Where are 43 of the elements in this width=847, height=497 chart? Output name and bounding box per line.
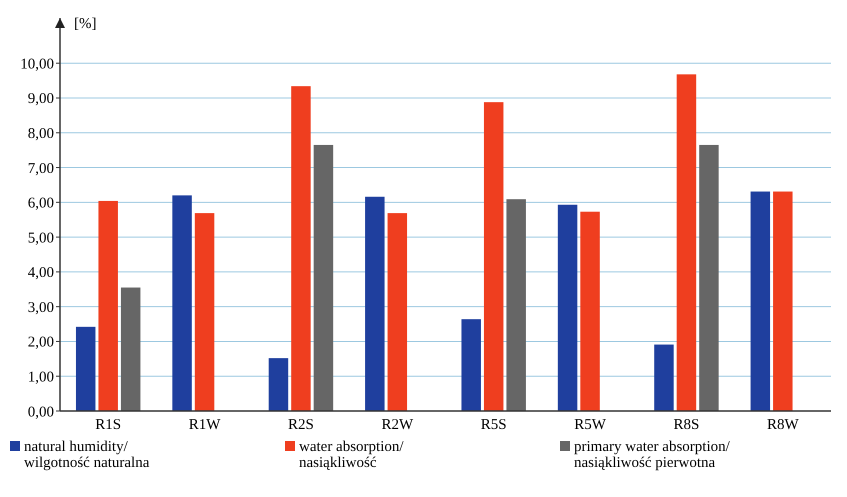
y-tick-label: 5,00 [28,230,54,246]
y-axis-title: [%] [74,16,96,32]
x-tick-label: R1W [188,417,222,433]
bar [461,319,481,411]
bar [773,192,793,411]
y-tick-label: 0,00 [28,404,54,420]
bar [699,144,719,411]
bar [172,195,192,411]
bar [194,213,214,411]
y-tick-label: 9,00 [28,91,54,108]
bar [506,199,526,411]
x-tick-label: R8W [766,417,800,433]
x-tick-label: R5S [480,417,507,433]
y-tick-label: 10,00 [20,56,54,72]
bar [291,86,311,411]
bar [314,144,334,411]
x-tick-label: R5W [574,417,607,433]
y-tick-label: 3,00 [28,300,54,316]
legend-label: primary water absorption/ nasiąkliwość pierwotna [574,439,731,471]
bar [676,74,696,411]
bar [750,192,770,411]
bar [558,204,578,411]
x-tick-label: R1S [95,417,122,433]
x-tick-label: R8S [674,417,700,433]
bar [580,212,600,411]
y-tick-label: 6,00 [28,196,54,212]
y-tick-label: 4,00 [28,265,54,282]
y-tick-label: 2,00 [28,334,54,351]
bar [654,344,674,411]
y-tick-label: 7,00 [28,160,54,177]
bar [76,326,96,411]
legend-label: natural humidity/ wilgotność naturalna [24,439,150,471]
y-tick-label: 8,00 [28,126,54,142]
bar [484,102,504,411]
bar [98,200,118,411]
bar [388,213,408,411]
bar [365,196,385,411]
bar [120,288,140,411]
y-tick-label: 1,00 [28,369,54,386]
bar [268,358,288,411]
x-tick-label: R2S [288,417,314,433]
x-tick-label: R2W [381,417,414,433]
legend-label: water absorption/ nasiąkliwość [299,439,404,471]
